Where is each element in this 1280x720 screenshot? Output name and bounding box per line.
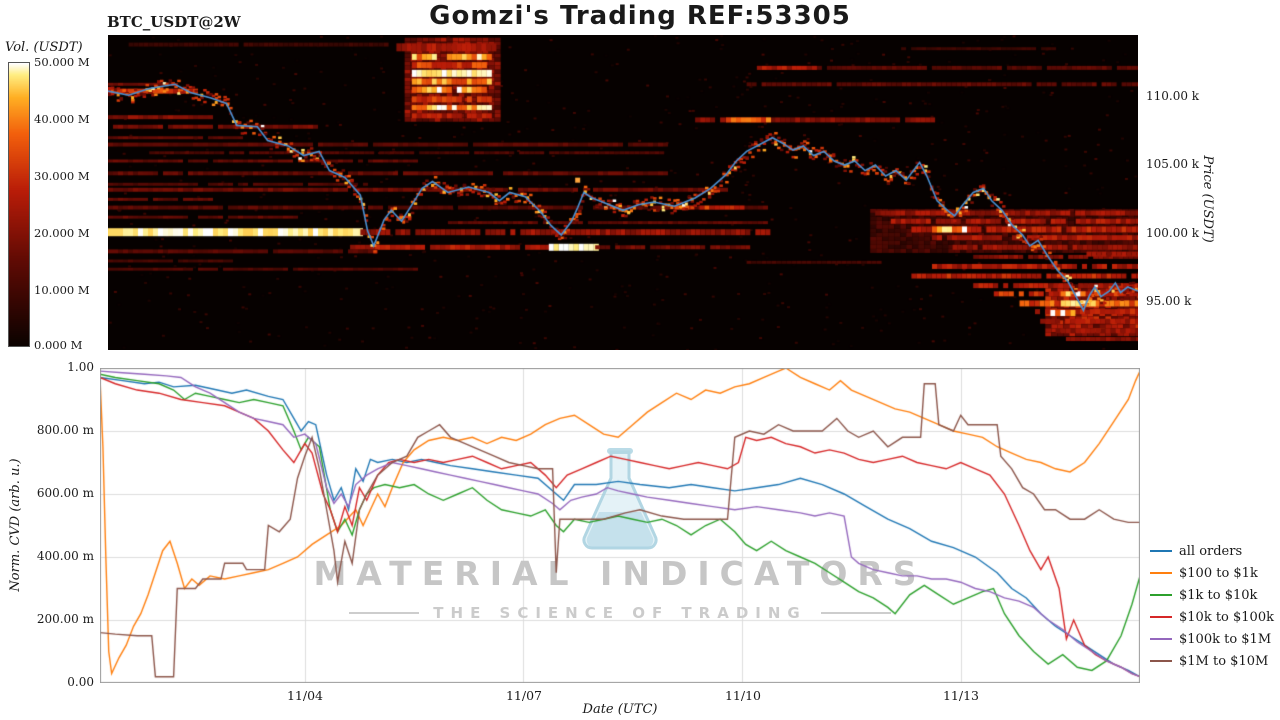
colorbar-tick: 10.000 M — [34, 283, 90, 297]
colorbar-tick: 50.000 M — [34, 55, 90, 69]
cvd-y-tick: 400.00 m — [36, 549, 94, 563]
colorbar-tick: 20.000 M — [34, 226, 90, 240]
legend-label: $1M to $10M — [1179, 653, 1269, 669]
price-axis-label: Price (USDT) — [1200, 155, 1215, 243]
legend-label: $10k to $100k — [1179, 609, 1274, 625]
legend-swatch — [1150, 659, 1172, 663]
cvd-y-axis-label: Norm. CVD (arb. u.) — [8, 458, 23, 592]
page-title: Gomzi's Trading REF:53305 — [429, 1, 851, 31]
colorbar-tick: 40.000 M — [34, 112, 90, 126]
legend-label: $100k to $1M — [1179, 631, 1272, 647]
legend-item-1m-10m: $1M to $10M — [1150, 650, 1274, 672]
colorbar-tick: 0.000 M — [34, 338, 83, 352]
legend-label: all orders — [1179, 543, 1243, 559]
colorbar-label: Vol. (USDT) — [5, 40, 83, 55]
colorbar-tick: 30.000 M — [34, 169, 90, 183]
cvd-x-tick: 11/13 — [942, 688, 980, 703]
legend-label: $100 to $1k — [1179, 565, 1258, 581]
cvd-x-tick: 11/07 — [505, 688, 543, 703]
cvd-x-tick: 11/04 — [286, 688, 324, 703]
legend-item-10k-100k: $10k to $100k — [1150, 606, 1274, 628]
price-tick: 105.00 k — [1146, 157, 1200, 171]
cvd-y-tick: 0.00 — [67, 675, 94, 689]
legend-swatch — [1150, 615, 1172, 619]
cvd-y-tick: 200.00 m — [36, 612, 94, 626]
cvd-y-tick: 1.00 — [67, 360, 94, 374]
liquidity-heatmap-chart — [108, 35, 1138, 350]
legend-swatch — [1150, 593, 1172, 597]
legend-swatch — [1150, 549, 1172, 553]
legend-item-1k-10k: $1k to $10k — [1150, 584, 1274, 606]
legend-item-all-orders: all orders — [1150, 540, 1274, 562]
cvd-x-tick: 11/10 — [724, 688, 762, 703]
price-tick: 110.00 k — [1146, 89, 1200, 103]
cvd-series-lines — [100, 368, 1140, 683]
cvd-x-axis-label: Date (UTC) — [582, 702, 658, 717]
legend-swatch — [1150, 571, 1172, 575]
cvd-chart: MATERIAL INDICATORS THE SCIENCE OF TRADI… — [100, 368, 1140, 683]
cvd-y-tick: 800.00 m — [36, 423, 94, 437]
cvd-legend: all orders $100 to $1k $1k to $10k $10k … — [1150, 540, 1274, 672]
cvd-y-tick: 600.00 m — [36, 486, 94, 500]
colorbar — [8, 62, 30, 347]
legend-item-100k-1m: $100k to $1M — [1150, 628, 1274, 650]
price-tick: 95.00 k — [1146, 294, 1192, 308]
legend-item-100-1k: $100 to $1k — [1150, 562, 1274, 584]
price-tick: 100.00 k — [1146, 226, 1200, 240]
legend-label: $1k to $10k — [1179, 587, 1258, 603]
legend-swatch — [1150, 637, 1172, 641]
symbol-label: BTC_USDT@2W — [107, 13, 241, 31]
